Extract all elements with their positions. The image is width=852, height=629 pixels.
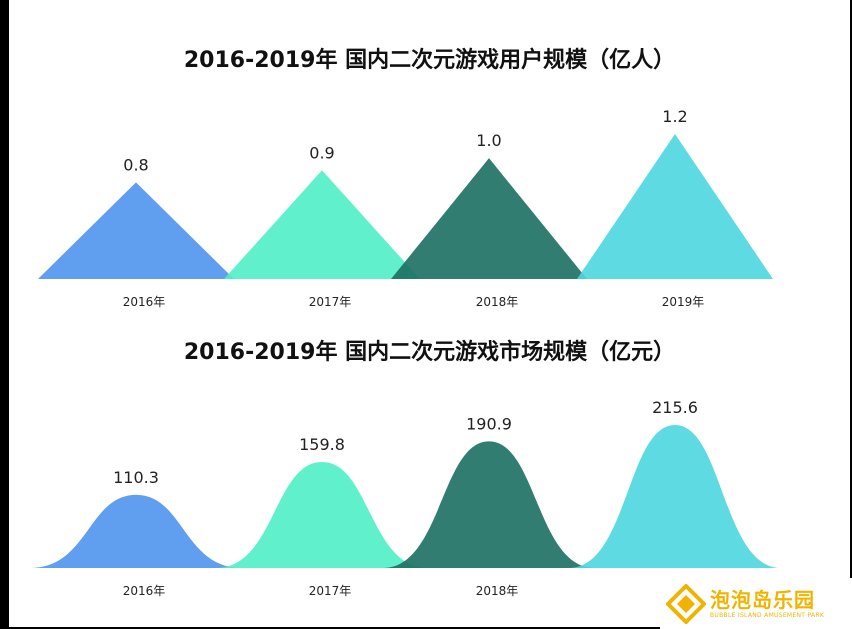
triangle-bar-0 — [38, 182, 234, 279]
value-label-0: 110.3 — [113, 468, 159, 487]
users-triangle-chart: 0.8 2016年 0.9 2017年 1.0 2018年 1.2 2019年 — [38, 107, 773, 309]
x-tick-label-1: 2017年 — [309, 584, 352, 598]
value-label-2: 1.0 — [476, 131, 501, 150]
chart-title-users: 2016-2019年 国内二次元游戏用户规模（亿人） — [183, 48, 676, 73]
x-tick-label-1: 2017年 — [309, 295, 352, 309]
value-label-3: 1.2 — [662, 107, 687, 126]
frame-left-border — [0, 0, 9, 629]
x-tick-label-3: 2019年 — [662, 295, 705, 309]
watermark-subtext: BUBBLE ISLAND AMUSEMENT PARK — [710, 611, 825, 619]
value-label-2: 190.9 — [466, 414, 512, 433]
triangle-bar-3 — [577, 134, 773, 279]
chart-title-market: 2016-2019年 国内二次元游戏市场规模（亿元） — [183, 340, 676, 365]
value-label-1: 0.9 — [309, 143, 334, 162]
watermark: 泡泡岛乐园 BUBBLE ISLAND AMUSEMENT PARK — [660, 578, 852, 629]
bell-area-0 — [30, 494, 242, 568]
x-tick-label-2: 2018年 — [476, 295, 519, 309]
value-label-3: 215.6 — [652, 398, 698, 417]
bell-area-1 — [216, 462, 428, 568]
value-label-0: 0.8 — [123, 155, 148, 174]
triangle-bar-1 — [224, 170, 420, 279]
value-label-1: 159.8 — [299, 435, 345, 454]
watermark-text: 泡泡岛乐园 — [710, 587, 815, 612]
x-tick-label-0: 2016年 — [123, 295, 166, 309]
x-tick-label-2: 2018年 — [476, 584, 519, 598]
x-tick-label-0: 2016年 — [123, 584, 166, 598]
frame-bottom-border — [0, 627, 660, 629]
bell-area-3 — [569, 425, 781, 568]
bell-area-2 — [383, 441, 595, 568]
triangle-bar-2 — [391, 158, 587, 279]
diamond-logo-icon — [666, 583, 706, 624]
frame-right-border — [850, 0, 852, 580]
